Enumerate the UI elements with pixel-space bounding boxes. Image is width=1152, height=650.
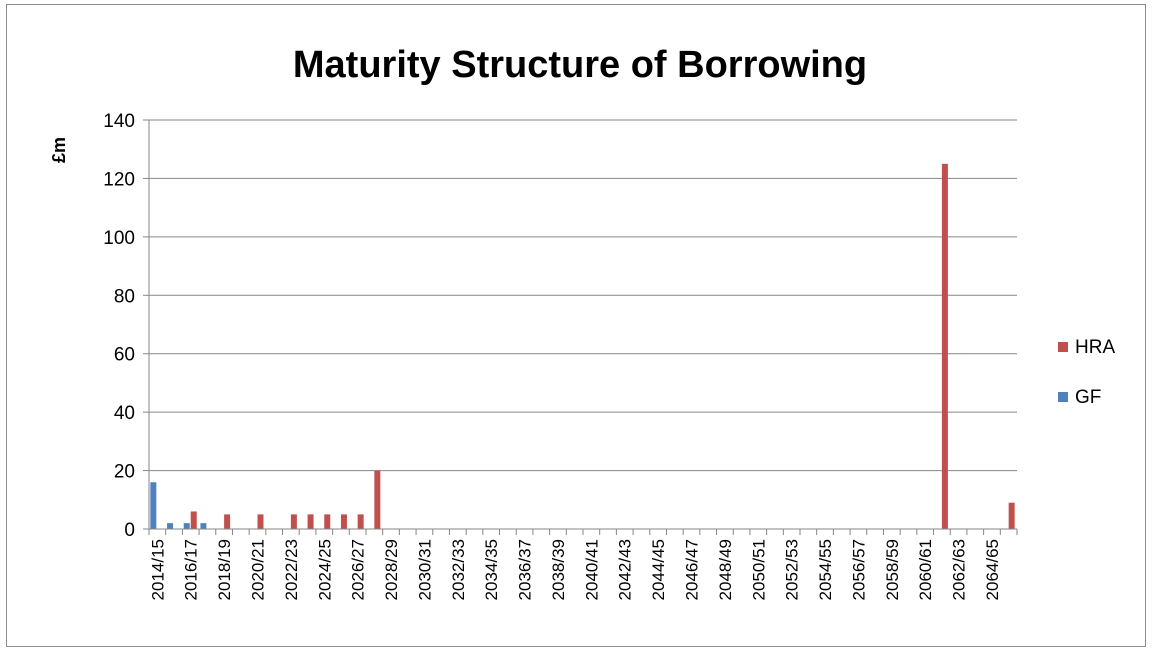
x-tick-label: 2022/23 xyxy=(282,539,301,600)
gridlines xyxy=(149,119,1017,472)
chart-canvas: Maturity Structure of Borrowing £m 02040… xyxy=(49,44,1115,600)
y-axis-ticks: 0 20 40 60 80 100 120 140 xyxy=(103,111,149,541)
x-tick-label: 2038/39 xyxy=(549,539,568,600)
bar-gf xyxy=(183,523,190,529)
legend-label-hra: HRA xyxy=(1075,337,1115,358)
x-tick-label: 2042/43 xyxy=(616,539,635,600)
chart-frame: Maturity Structure of Borrowing £m 0 20 40… xyxy=(6,4,1146,647)
y-axis-label: £m xyxy=(49,137,69,163)
bar-hra xyxy=(1008,502,1015,529)
bar-hra xyxy=(224,514,231,529)
y-tick-label: 60 xyxy=(114,345,135,366)
y-tick-label: 20 xyxy=(114,462,135,483)
legend-swatch-gf xyxy=(1058,392,1068,402)
y-tick-label: 40 xyxy=(114,403,135,424)
x-tick-label: 2018/19 xyxy=(215,539,234,600)
axes xyxy=(148,120,1018,535)
x-tick-label: 2034/35 xyxy=(482,539,501,600)
bars xyxy=(150,163,1015,530)
x-tick-label: 2036/37 xyxy=(516,539,535,600)
x-tick-label: 2016/17 xyxy=(182,539,201,600)
x-tick-label: 2064/65 xyxy=(983,539,1002,600)
x-tick-label: 2030/31 xyxy=(415,539,434,600)
bar-hra xyxy=(340,514,347,529)
x-tick-label: 2052/53 xyxy=(783,539,802,600)
x-tick-label: 2014/15 xyxy=(148,539,167,600)
chart-title: Maturity Structure of Borrowing xyxy=(293,44,867,86)
bar-gf xyxy=(167,523,174,529)
bar-hra xyxy=(357,514,364,529)
x-axis-ticks: 2014/15 2016/17 2018/19 2020/21 2022/23 2024/… xyxy=(148,539,1002,600)
bar-hra xyxy=(307,514,314,529)
bar-gf xyxy=(200,523,207,529)
x-tick-label: 2048/49 xyxy=(716,539,735,600)
x-tick-label: 2050/51 xyxy=(749,539,768,600)
x-tick-label: 2062/63 xyxy=(950,539,969,600)
x-tick-label: 2024/25 xyxy=(315,539,334,600)
y-tick-label: 120 xyxy=(103,169,135,190)
x-tick-label: 2056/57 xyxy=(849,539,868,600)
bar-hra xyxy=(257,514,264,529)
y-tick-label: 140 xyxy=(103,111,135,132)
bar-gf xyxy=(150,482,157,529)
x-tick-label: 2020/21 xyxy=(249,539,268,600)
y-tick-label: 80 xyxy=(114,286,135,307)
x-tick-label: 2032/33 xyxy=(449,539,468,600)
legend: HRA GF xyxy=(1058,337,1115,408)
x-tick-label: 2058/59 xyxy=(883,539,902,600)
legend-label-gf: GF xyxy=(1075,387,1101,408)
x-tick-label: 2054/55 xyxy=(816,539,835,600)
x-tick-label: 2028/29 xyxy=(382,539,401,600)
bar-hra xyxy=(941,163,948,530)
y-tick-label: 0 xyxy=(124,520,135,541)
x-tick-label: 2040/41 xyxy=(582,539,601,600)
x-tick-label: 2060/61 xyxy=(916,539,935,600)
bar-hra xyxy=(374,470,381,529)
x-tick-label: 2046/47 xyxy=(683,539,702,600)
x-tick-label: 2044/45 xyxy=(649,539,668,600)
bar-hra xyxy=(324,514,331,529)
y-tick-label: 100 xyxy=(103,228,135,249)
legend-swatch-hra xyxy=(1058,342,1068,352)
bar-hra xyxy=(290,514,297,529)
x-tick-label: 2026/27 xyxy=(349,539,368,600)
bar-hra xyxy=(190,511,197,529)
